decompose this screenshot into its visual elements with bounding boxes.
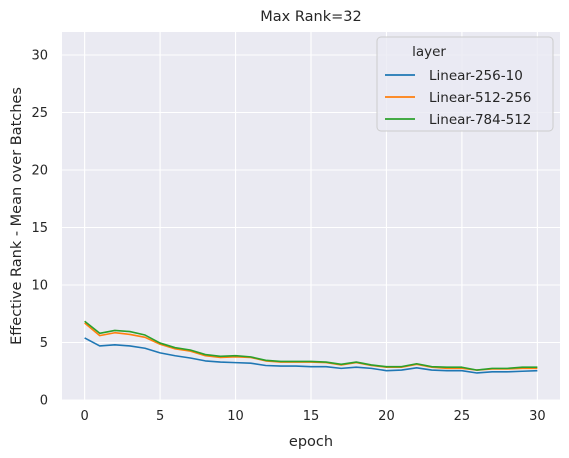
series-line-0 bbox=[84, 337, 538, 374]
y-tick-label: 5 bbox=[40, 336, 48, 351]
grid bbox=[62, 32, 560, 401]
x-tick-label: 5 bbox=[156, 409, 164, 424]
x-tick-label: 25 bbox=[454, 409, 471, 424]
legend-label: Linear-784-512 bbox=[429, 112, 531, 128]
legend-label: Linear-512-256 bbox=[429, 90, 531, 106]
x-tick-label: 20 bbox=[378, 409, 395, 424]
series-lines bbox=[84, 320, 538, 374]
x-tick-label: 15 bbox=[303, 409, 320, 424]
y-axis-label: Effective Rank - Mean over Batches bbox=[9, 87, 25, 345]
y-tick-label: 15 bbox=[31, 221, 48, 236]
y-tick-label: 25 bbox=[31, 106, 48, 121]
y-tick-labels: 0 5 10 15 20 25 30 bbox=[31, 49, 48, 409]
x-tick-label: 0 bbox=[80, 409, 88, 424]
y-tick-label: 20 bbox=[31, 164, 48, 179]
y-tick-label: 0 bbox=[40, 394, 48, 409]
x-tick-label: 30 bbox=[529, 409, 546, 424]
x-tick-labels: 0 5 10 15 20 25 30 bbox=[80, 409, 545, 424]
legend-title: layer bbox=[412, 44, 446, 60]
y-tick-label: 30 bbox=[31, 49, 48, 64]
series-line-2 bbox=[84, 320, 538, 371]
legend: layer Linear-256-10Linear-512-256Linear-… bbox=[376, 36, 554, 132]
x-tick-label: 10 bbox=[227, 409, 244, 424]
legend-items: Linear-256-10 Linear-512-256 Linear-784-51… bbox=[385, 68, 531, 128]
y-tick-label: 10 bbox=[31, 279, 48, 294]
x-axis-label: epoch bbox=[289, 434, 333, 450]
legend-label: Linear-256-10 bbox=[429, 68, 523, 84]
chart-title: Max Rank=32 bbox=[260, 9, 361, 25]
legend-box bbox=[376, 36, 554, 132]
